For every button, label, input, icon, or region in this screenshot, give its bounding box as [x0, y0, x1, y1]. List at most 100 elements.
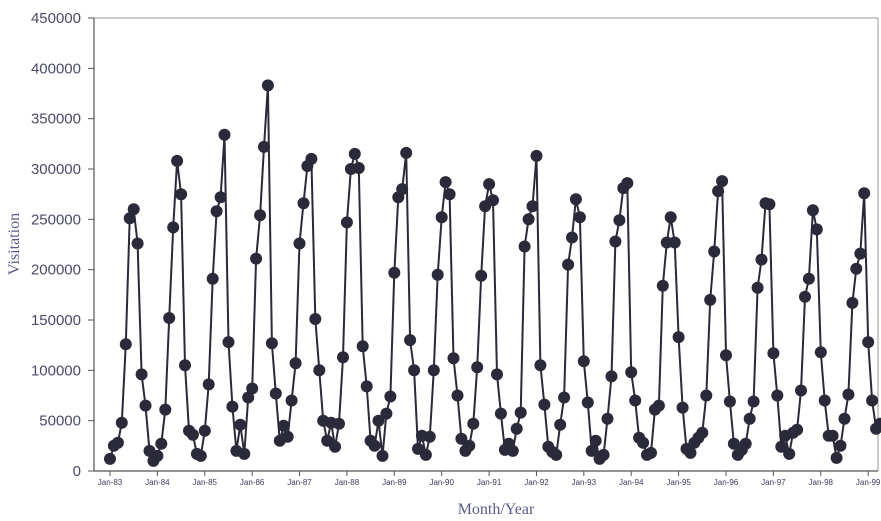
data-point [791, 423, 804, 436]
data-point [404, 334, 417, 347]
data-point [743, 412, 756, 425]
data-point [368, 439, 381, 452]
x-tick-label: Jan-92 [524, 478, 549, 487]
data-point [127, 203, 140, 216]
data-point [577, 355, 590, 368]
y-tick-label: 400000 [31, 60, 81, 77]
y-tick-label: 150000 [31, 312, 81, 329]
y-tick-label: 100000 [31, 362, 81, 379]
x-tick-label: Jan-89 [382, 478, 407, 487]
data-point [258, 140, 270, 153]
data-point [408, 364, 421, 377]
data-point [111, 436, 124, 449]
y-tick-label: 250000 [31, 211, 81, 228]
data-point [285, 394, 298, 407]
data-point [767, 347, 780, 360]
data-point [862, 336, 875, 349]
data-point [202, 378, 215, 391]
data-point [668, 236, 681, 249]
data-point [439, 176, 452, 189]
x-tick-label: Jan-85 [193, 478, 218, 487]
data-point [562, 258, 575, 271]
data-point [281, 430, 294, 443]
data-point [810, 223, 823, 236]
data-point [814, 346, 827, 359]
data-point [795, 384, 807, 397]
data-point [755, 253, 768, 266]
data-point [376, 449, 389, 462]
data-point [431, 268, 444, 281]
data-point [348, 147, 361, 160]
data-point [656, 279, 669, 292]
data-point [720, 349, 732, 362]
data-point [463, 439, 476, 452]
x-tick-label: Jan-95 [666, 478, 691, 487]
data-point [435, 211, 448, 224]
data-point [261, 79, 274, 92]
data-point [526, 200, 539, 213]
data-point [356, 340, 369, 353]
data-point [372, 414, 385, 427]
data-point [269, 387, 282, 400]
data-point [396, 183, 409, 196]
data-point [265, 337, 278, 350]
data-point [487, 194, 499, 207]
data-point [400, 146, 413, 159]
data-point [293, 237, 306, 250]
data-point [419, 448, 432, 461]
data-point [238, 447, 251, 460]
data-point [337, 351, 349, 364]
data-point [222, 336, 235, 349]
data-point [637, 436, 650, 449]
data-point [186, 428, 199, 441]
data-point [475, 269, 488, 282]
plot-frame [93, 17, 879, 472]
data-point [151, 449, 164, 462]
x-tick-label: Jan-88 [335, 478, 360, 487]
data-point [842, 388, 855, 401]
x-axis-label: Month/Year [458, 501, 535, 518]
data-point [700, 389, 713, 402]
data-point [175, 188, 188, 201]
y-axis-label: Visitation [6, 213, 23, 275]
x-tick-label: Jan-84 [145, 478, 170, 487]
data-point [388, 266, 401, 279]
data-point [297, 197, 310, 210]
data-point [652, 399, 665, 412]
data-point [613, 214, 626, 227]
data-point [104, 452, 116, 465]
x-tick-label: Jan-87 [287, 478, 312, 487]
x-tick-label: Jan-93 [572, 478, 597, 487]
data-point [210, 205, 223, 218]
data-point [866, 394, 879, 407]
data-point [510, 422, 523, 435]
data-point [558, 391, 571, 404]
data-point [333, 417, 345, 430]
data-point [443, 188, 456, 201]
data-point [289, 357, 302, 370]
data-point [380, 407, 393, 420]
data-point [447, 352, 460, 365]
data-point [802, 272, 815, 285]
x-tick-label: Jan-98 [809, 478, 834, 487]
data-point [538, 398, 551, 411]
data-point [313, 364, 326, 377]
data-point [554, 418, 567, 431]
data-point [277, 419, 290, 432]
data-point [206, 272, 219, 285]
data-point [645, 446, 657, 459]
data-point [775, 440, 788, 453]
visitation-series [104, 79, 881, 467]
data-point [850, 262, 863, 275]
data-point [854, 247, 867, 260]
data-point [704, 293, 717, 306]
data-point [830, 451, 843, 464]
data-point [696, 426, 709, 439]
data-point [305, 152, 318, 165]
data-point [514, 406, 527, 419]
x-tick-label: Jan-91 [477, 478, 502, 487]
data-point [723, 395, 736, 408]
data-point [858, 187, 871, 200]
data-point [518, 240, 531, 253]
data-point [115, 416, 128, 429]
